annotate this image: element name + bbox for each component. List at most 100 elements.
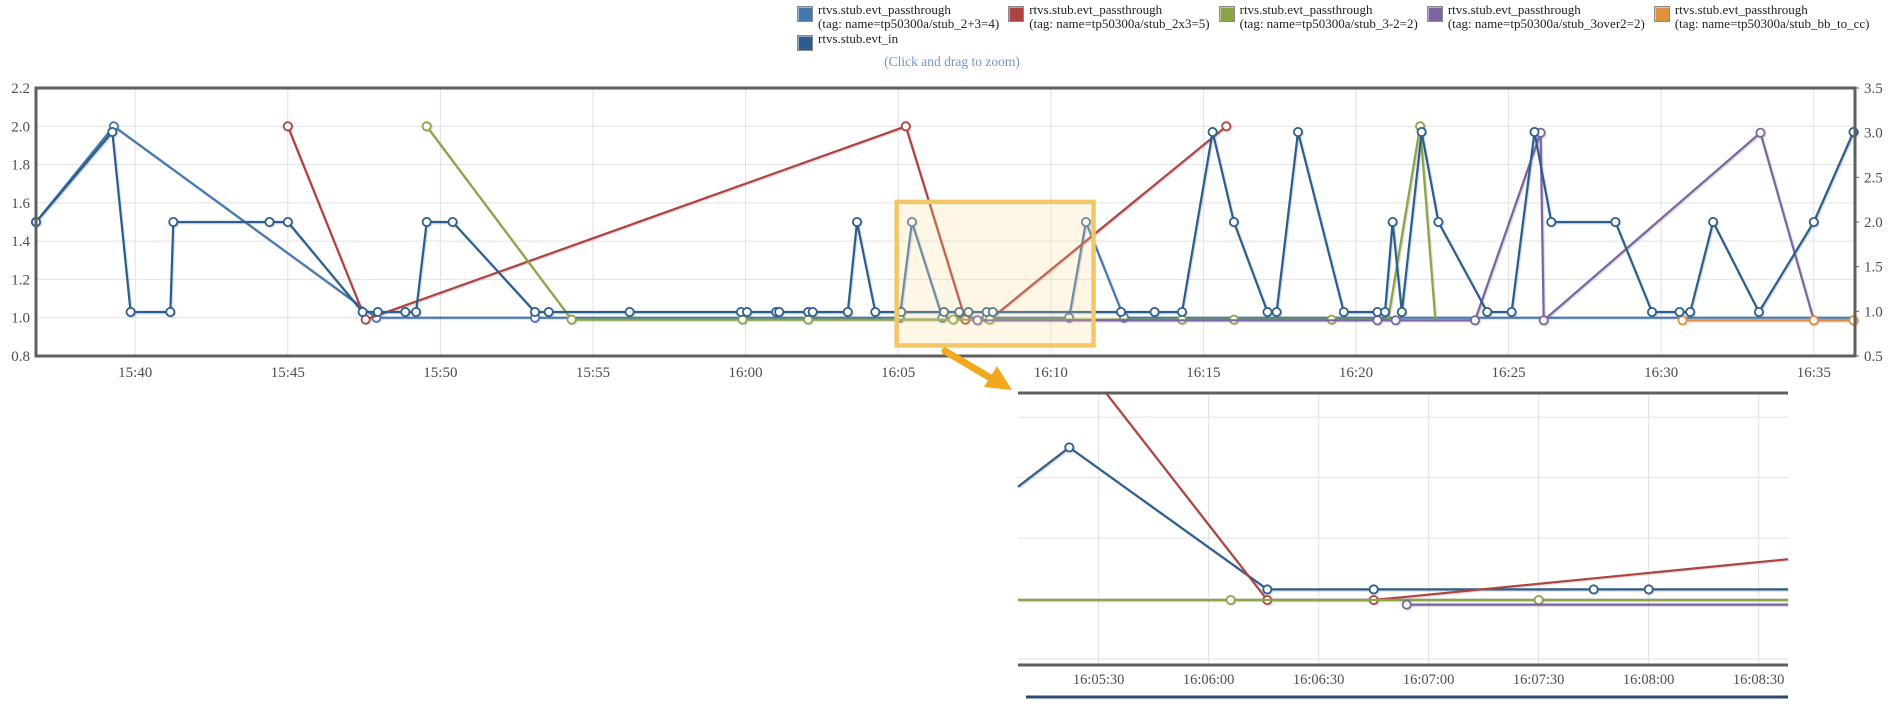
data-point-marker <box>1401 599 1412 610</box>
data-point-marker <box>168 216 179 227</box>
data-point-marker <box>852 216 863 227</box>
data-point-marker <box>1708 216 1719 227</box>
zoom-arrow-head-icon <box>984 366 1012 390</box>
series-line <box>977 131 1855 322</box>
data-point-marker <box>1546 216 1557 227</box>
data-point-marker <box>1808 315 1819 326</box>
x-tick-label: 16:35 <box>1797 365 1831 381</box>
data-point-marker <box>107 127 118 138</box>
legend-label: rtvs.stub.evt_in <box>818 31 899 46</box>
data-point-marker <box>1149 306 1160 317</box>
data-point-marker <box>1387 216 1398 227</box>
data-point-marker <box>1643 584 1654 595</box>
data-point-marker <box>842 306 853 317</box>
x-tick-label: 15:50 <box>423 365 457 381</box>
x-tick-label: 16:05 <box>881 365 915 381</box>
data-point-marker <box>1506 306 1517 317</box>
main-chart[interactable]: 2.2 2.0 1.8 1.6 1.4 1.2 1.0 0.8 3.5 3.0 2.5 2.0 1.5 1… <box>11 81 1883 381</box>
data-point-marker <box>1470 315 1481 326</box>
data-point-marker <box>1529 127 1540 138</box>
legend-item: rtvs.stub.evt_passthrough (tag: name=tp50… <box>1426 2 1645 31</box>
legend-swatch-icon <box>1008 6 1025 22</box>
data-point-marker <box>1390 315 1401 326</box>
legend-label: rtvs.stub.evt_passthrough (tag: name=tp50… <box>818 2 1000 31</box>
series-group <box>1017 392 1789 610</box>
data-point-marker <box>400 306 411 317</box>
x-tick-label: 16:05:30 <box>1073 672 1125 688</box>
x-tick-label: 16:08:00 <box>1623 672 1675 688</box>
data-point-marker <box>1610 216 1621 227</box>
data-point-marker <box>624 306 635 317</box>
data-point-marker <box>1482 306 1493 317</box>
data-point-marker <box>1116 306 1127 317</box>
data-point-marker <box>410 306 421 317</box>
annotations <box>941 347 1012 390</box>
data-point-marker <box>1677 315 1688 326</box>
data-point-marker <box>900 121 911 132</box>
x-tick-label: 15:40 <box>118 365 152 381</box>
series-line <box>286 125 1227 321</box>
y-right-tick-label: 1.5 <box>1864 260 1883 276</box>
legend-swatch-icon <box>1653 6 1670 22</box>
x-tick-label: 16:25 <box>1492 365 1526 381</box>
legend-label: rtvs.stub.evt_passthrough (tag: name=tp50… <box>1239 2 1418 31</box>
y-left-tick-label: 1.0 <box>11 311 30 327</box>
data-point-marker <box>282 121 293 132</box>
y-right-tick-label: 0.5 <box>1864 349 1883 365</box>
y-right-tick-label: 3.5 <box>1864 81 1883 97</box>
x-tick-label: 16:07:00 <box>1403 672 1455 688</box>
y-left-tick-label: 2.2 <box>11 81 30 97</box>
data-point-marker <box>1064 442 1075 453</box>
data-point-marker <box>1177 306 1188 317</box>
data-point-marker <box>1338 306 1349 317</box>
zoom-arrow-shaft <box>941 347 998 384</box>
data-point-marker <box>447 216 458 227</box>
data-point-marker <box>566 314 577 325</box>
data-point-marker <box>372 306 383 317</box>
legend-item: rtvs.stub.evt_passthrough (tag: name=tp50… <box>1218 2 1418 31</box>
x-tick-label: 16:15 <box>1186 365 1220 381</box>
data-point-marker <box>1228 216 1239 227</box>
data-point-marker <box>742 306 753 317</box>
x-tick-label: 16:07:30 <box>1513 672 1565 688</box>
series-group <box>30 121 1859 326</box>
data-point-marker <box>125 306 136 317</box>
data-point-marker <box>1221 121 1232 132</box>
data-point-marker <box>530 306 541 317</box>
data-point-marker <box>1293 127 1304 138</box>
legend-label: rtvs.stub.evt_passthrough (tag: name=tp50… <box>1447 2 1645 31</box>
data-point-marker <box>1262 584 1273 595</box>
legend-row: rtvs.stub.evt_in <box>797 32 1892 51</box>
x-tick-label: 16:08:30 <box>1733 672 1785 688</box>
x-tick-label: 15:45 <box>271 365 305 381</box>
data-point-marker <box>1753 306 1764 317</box>
zoomed-inset-chart: 16:05:30 16:06:00 16:06:30 16:07:00 16:07:30… <box>1017 391 1789 699</box>
data-point-marker <box>939 306 950 317</box>
zoom-hint: (Click and drag to zoom) <box>884 54 1020 69</box>
data-point-marker <box>1538 315 1549 326</box>
data-point-marker <box>1262 306 1273 317</box>
y-right-tick-label: 2.0 <box>1864 215 1883 231</box>
data-point-marker <box>421 216 432 227</box>
x-tick-label: 16:20 <box>1339 365 1373 381</box>
data-point-marker <box>774 306 785 317</box>
zoom-selection-box[interactable] <box>894 199 1096 348</box>
data-point-marker <box>1380 306 1391 317</box>
data-point-marker <box>1396 306 1407 317</box>
data-point-marker <box>1588 584 1599 595</box>
y-right-tick-label: 3.0 <box>1864 126 1883 142</box>
data-point-marker <box>165 306 176 317</box>
x-tick-label: 15:55 <box>576 365 610 381</box>
legend-label: rtvs.stub.evt_passthrough (tag: name=tp50… <box>1674 2 1870 31</box>
x-tick-label: 16:06:30 <box>1293 672 1345 688</box>
data-point-marker <box>807 306 818 317</box>
x-tick-label: 16:00 <box>729 365 763 381</box>
x-tick-label: 16:30 <box>1644 365 1678 381</box>
data-point-marker <box>1533 595 1544 606</box>
legend-item: rtvs.stub.evt_in <box>797 32 898 51</box>
legend-item: rtvs.stub.evt_passthrough (tag: name=tp50… <box>797 3 999 30</box>
data-point-marker <box>1368 584 1379 595</box>
x-tick-label: 16:06:00 <box>1183 672 1235 688</box>
